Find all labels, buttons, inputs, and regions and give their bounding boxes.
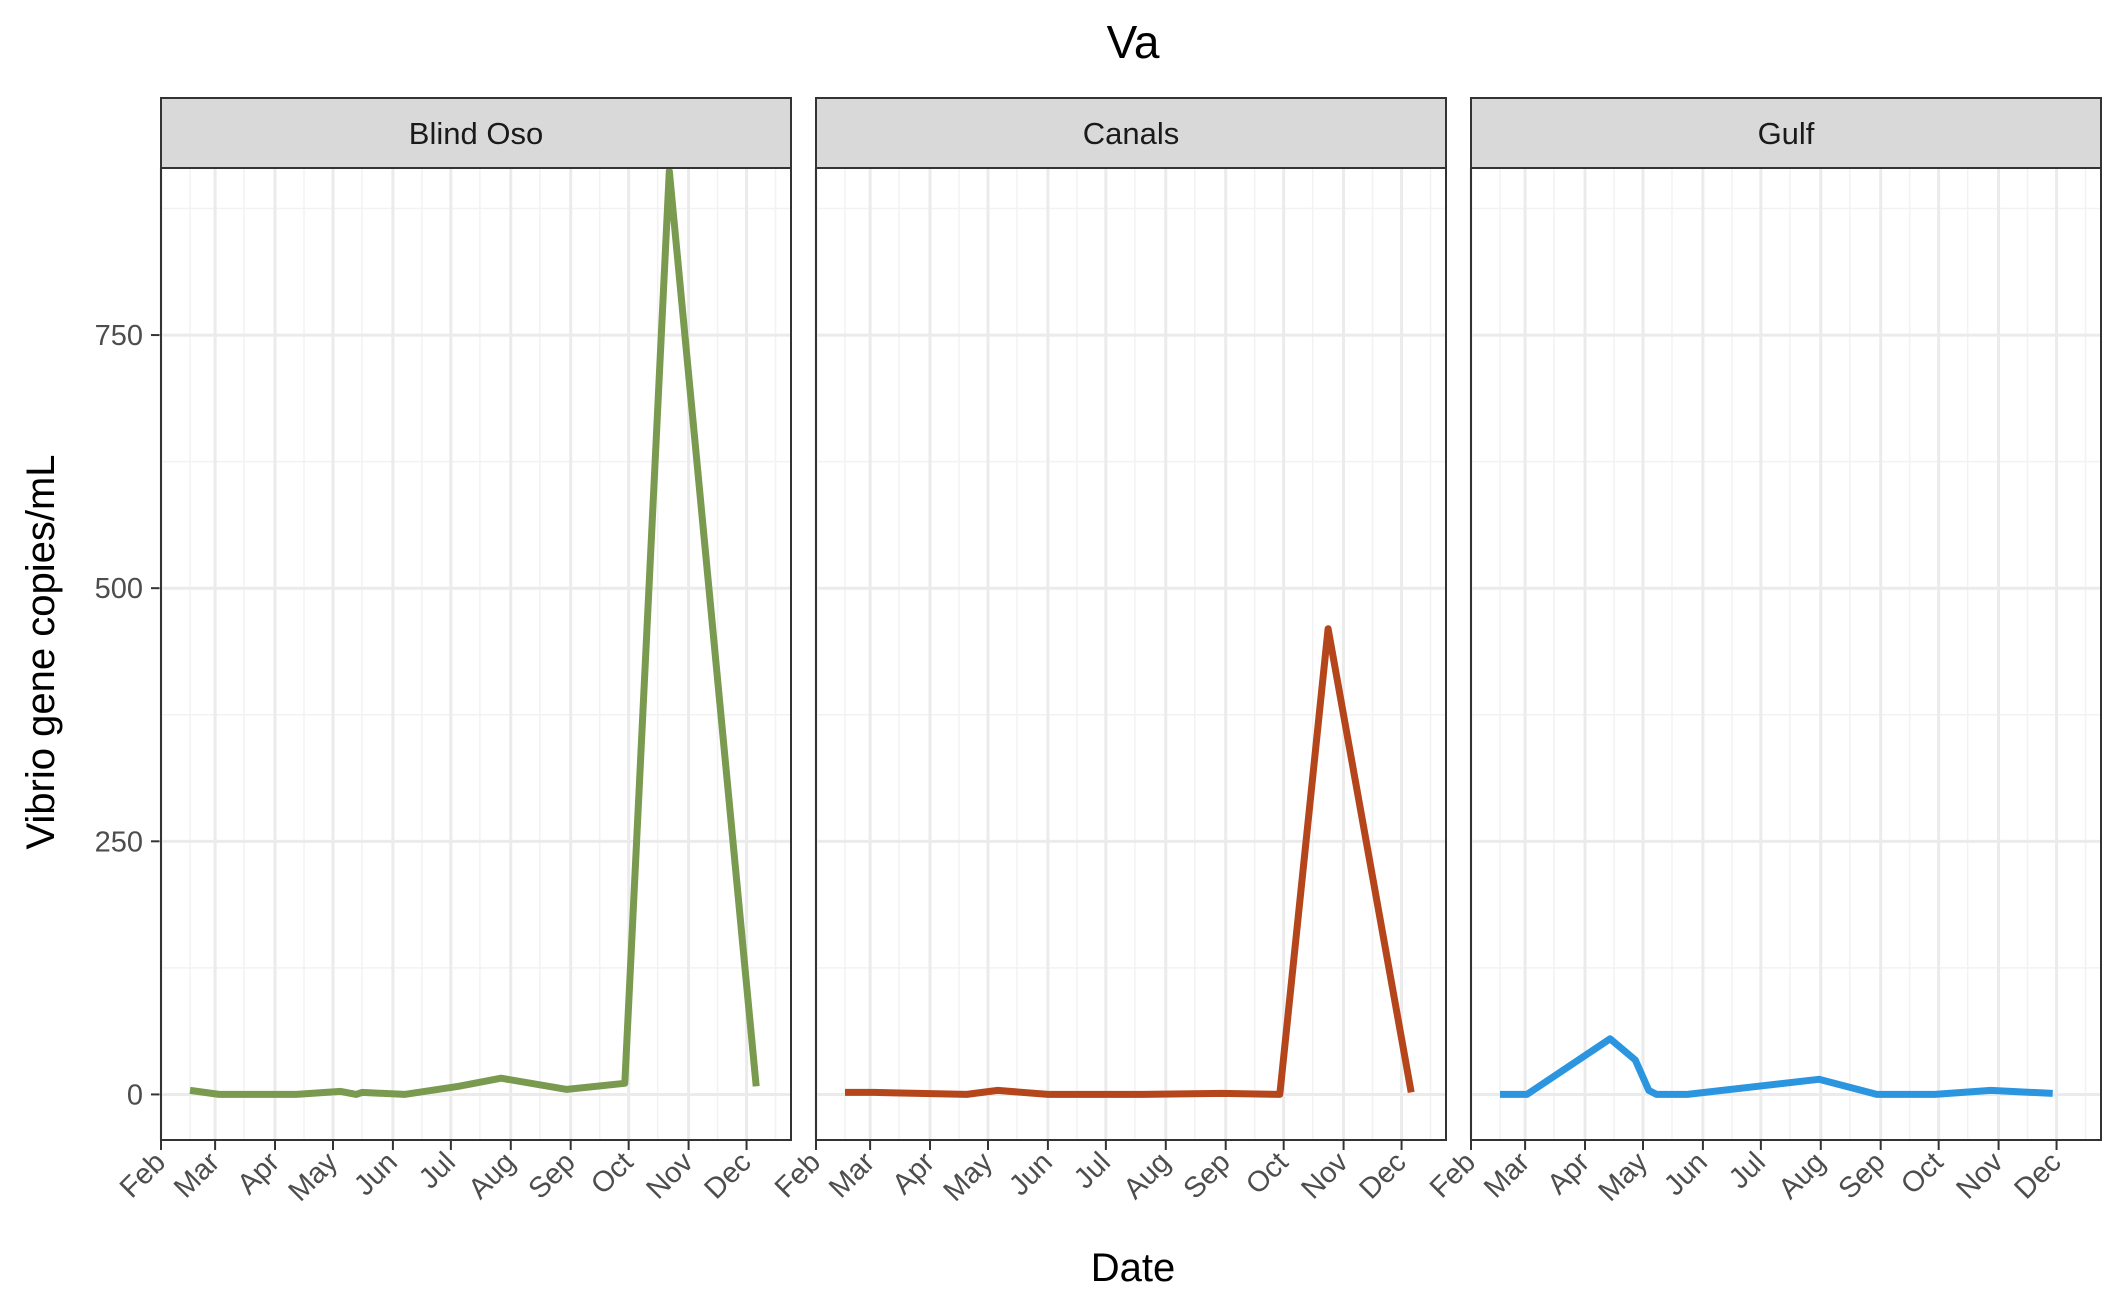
y-tick-label: 500 <box>95 573 143 605</box>
facet-strip <box>815 97 1447 169</box>
panel-background <box>161 168 791 1140</box>
facet-strip <box>160 97 792 169</box>
series-line <box>189 167 760 1098</box>
series-line <box>845 625 1415 1098</box>
panel-background <box>816 168 1446 1140</box>
y-tick-label: 750 <box>95 320 143 352</box>
series-line <box>1500 1035 2053 1098</box>
facet-strip <box>1470 97 2102 169</box>
facet-strip-label: Canals <box>1083 116 1180 151</box>
y-axis: 0 250 500 750 <box>95 320 161 1111</box>
chart-title: Va <box>1107 16 1160 68</box>
facet-strip-label: Blind Oso <box>409 116 543 151</box>
panel-background <box>1471 168 2101 1140</box>
y-axis-title: Vibrio gene copies/mL <box>19 454 63 849</box>
x-axis-title: Date <box>1091 1246 1176 1290</box>
y-tick-label: 0 <box>127 1079 143 1111</box>
facet-strip-label: Gulf <box>1758 116 1815 151</box>
y-tick-label: 250 <box>95 826 143 858</box>
